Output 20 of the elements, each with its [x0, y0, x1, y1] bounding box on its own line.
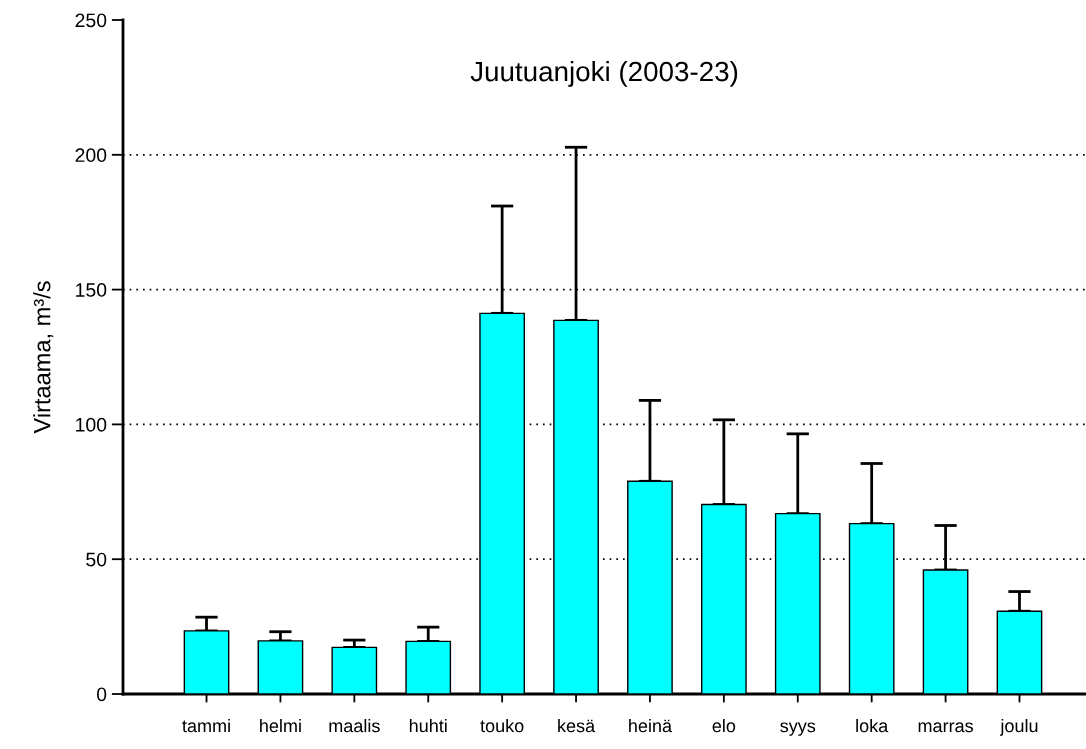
x-tick-label: maalis — [329, 719, 380, 733]
x-tick-label: heinä — [629, 719, 673, 733]
y-tick-label: 50 — [86, 552, 107, 567]
x-tick-label: huhti — [409, 719, 447, 733]
x-tick-label: loka — [856, 719, 889, 733]
y-tick-label: 250 — [75, 13, 107, 28]
x-tick-label: tammi — [182, 719, 230, 733]
y-tick-label: 150 — [76, 283, 107, 297]
x-tick-label: joulu — [999, 719, 1038, 736]
x-tick-label: kesä — [558, 719, 596, 733]
x-tick-label: syys — [780, 722, 816, 736]
x-tick-label: elo — [712, 719, 736, 733]
y-tick-label: 100 — [76, 417, 107, 432]
text: Juutuanjoki (2003-23) — [470, 60, 738, 87]
y-tick-label: 200 — [75, 148, 107, 163]
x-tick-label: marras — [918, 722, 974, 733]
x-tick-label: helmi — [260, 719, 301, 733]
x-tick-label: touko — [480, 719, 524, 733]
y-axis-title: Virtaama, m³/s — [33, 281, 54, 434]
y-tick-label: 0 — [96, 687, 107, 702]
